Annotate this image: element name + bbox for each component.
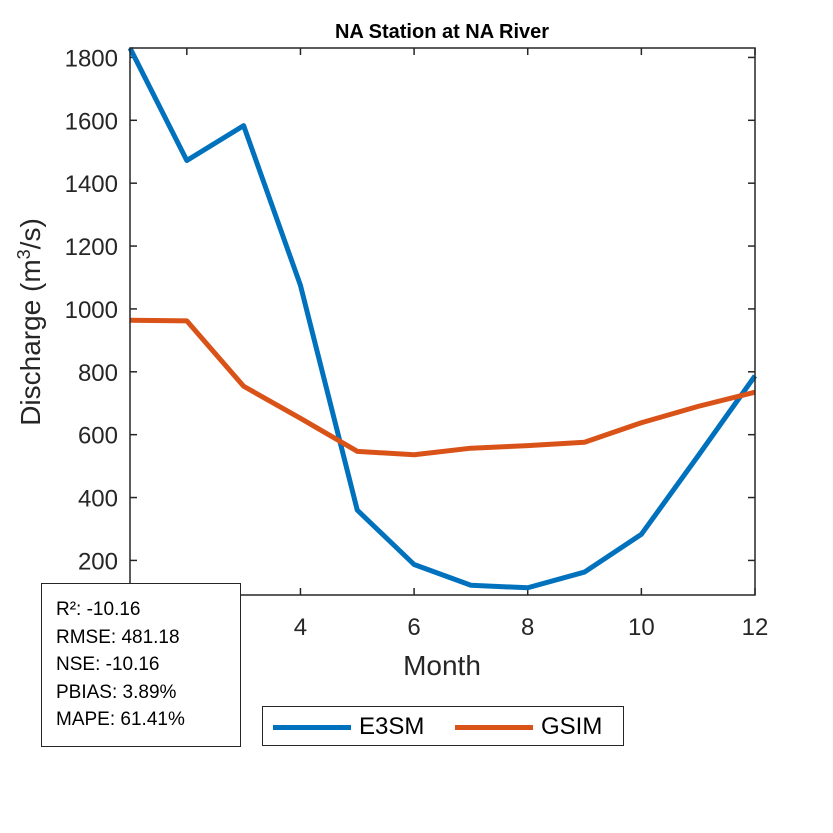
- x-tick-label: 12: [742, 614, 769, 641]
- y-tick-label: 200: [78, 548, 118, 575]
- x-tick-label: 6: [407, 614, 420, 641]
- mape-stat: MAPE: 61.41%: [56, 709, 185, 730]
- nse-stat: NSE: -10.16: [56, 654, 160, 675]
- r2-stat: R²: -10.16: [56, 599, 141, 620]
- legend-swatch-e3sm: [273, 724, 351, 730]
- y-tick-label: 1200: [65, 234, 118, 261]
- x-tick-label: 4: [294, 614, 307, 641]
- y-axis-title-superscript: 3: [14, 249, 34, 259]
- chart-title: NA Station at NA River: [335, 21, 549, 43]
- y-tick-label: 1000: [65, 297, 118, 324]
- series-lines: [127, 46, 758, 591]
- y-tick-label: 1600: [65, 108, 118, 135]
- legend-label-e3sm: E3SM: [359, 713, 425, 740]
- y-tick-label: 1400: [65, 171, 118, 198]
- legend: E3SM GSIM: [262, 706, 624, 746]
- legend-label-gsim: GSIM: [541, 713, 603, 740]
- rmse-stat: RMSE: 481.18: [56, 626, 180, 648]
- y-tick-label: 400: [78, 486, 118, 513]
- pbias-stat: PBIAS: 3.89%: [56, 681, 177, 703]
- y-axis-title-tail: /s): [15, 218, 46, 249]
- y-axis-title-main: Discharge (m: [15, 259, 46, 425]
- series-line-e3sm: [127, 46, 758, 591]
- y-tick-label: 600: [78, 423, 118, 450]
- x-tick-label: 10: [628, 614, 655, 641]
- plot-area: [130, 48, 755, 595]
- x-axis-ticks: 24681012: [180, 48, 768, 641]
- y-tick-label: 800: [78, 360, 118, 387]
- series-line-gsim: [129, 317, 756, 458]
- plot-border: [129, 47, 756, 596]
- legend-item-gsim: GSIM: [455, 707, 602, 747]
- legend-item-e3sm: E3SM: [273, 707, 424, 747]
- legend-swatch-gsim: [455, 724, 533, 730]
- x-axis-title: Month: [403, 650, 481, 681]
- stats-box: R²: -10.16 RMSE: 481.18 NSE: -10.16 PBIA…: [41, 583, 241, 747]
- y-axis-ticks: 200 400 600 800 1000 1200 1400 1600 1800: [65, 45, 755, 575]
- y-tick-label: 1800: [65, 45, 118, 72]
- x-tick-label: 8: [521, 614, 534, 641]
- y-axis-title: Discharge (m3/s): [14, 218, 46, 426]
